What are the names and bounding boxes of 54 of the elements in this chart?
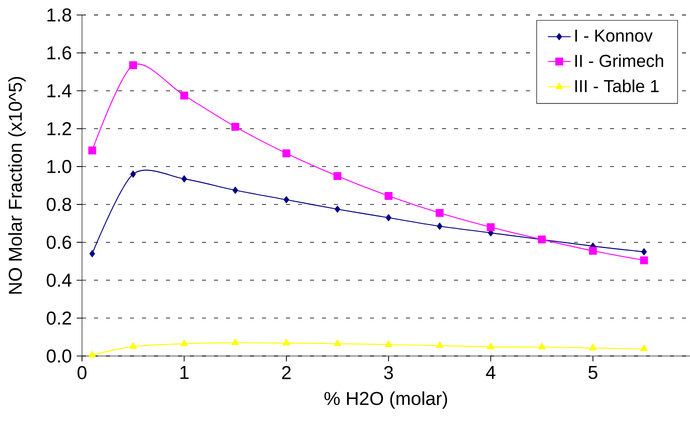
point <box>436 341 444 348</box>
point <box>180 339 188 346</box>
point <box>436 209 444 217</box>
x-tick-label: 2 <box>282 366 291 380</box>
x-tick-label: 0 <box>78 366 86 380</box>
y-tick-label: 1.2 <box>47 122 72 136</box>
x-tick-label: 1 <box>180 366 188 379</box>
point <box>88 146 96 154</box>
legend-label: III - Table 1 <box>575 80 659 92</box>
x-tick-label: 5 <box>588 366 598 380</box>
point <box>180 92 188 100</box>
point <box>640 344 648 352</box>
y-tick-label: 1.4 <box>47 84 72 98</box>
y-tick-label: 0.6 <box>46 236 72 249</box>
point <box>129 61 138 70</box>
y-tick-label: 0.8 <box>46 198 72 212</box>
point <box>89 250 95 258</box>
point <box>384 340 392 347</box>
point <box>640 256 648 264</box>
y-tick-label: 0.0 <box>46 349 72 363</box>
legend-label: II - Grimech <box>575 54 664 68</box>
y-tick-label: 0.2 <box>46 311 72 325</box>
point <box>588 246 597 255</box>
x-axis-title: % H2O (molar) <box>324 391 448 409</box>
point <box>282 338 290 346</box>
point <box>384 192 392 200</box>
point <box>486 223 495 232</box>
x-tick-label: 4 <box>486 366 496 379</box>
point <box>641 248 647 256</box>
point <box>334 172 342 180</box>
point <box>231 122 240 131</box>
x-tick-label: 3 <box>384 366 393 380</box>
point <box>129 342 137 349</box>
y-axis-title: NO Molar Fraction (x10^5) <box>8 77 26 294</box>
point <box>282 149 290 158</box>
point <box>487 342 494 350</box>
point <box>284 196 290 204</box>
point <box>232 186 238 194</box>
point <box>334 206 340 213</box>
point <box>538 342 546 350</box>
y-tick-label: 1.6 <box>47 46 72 60</box>
point <box>88 350 96 358</box>
point <box>232 338 239 346</box>
y-tick-label: 1.0 <box>47 160 72 174</box>
y-tick-label: 0.4 <box>46 274 72 287</box>
point <box>538 236 546 244</box>
point <box>334 339 342 346</box>
point <box>436 222 442 230</box>
point <box>130 170 136 178</box>
point <box>386 214 392 222</box>
point <box>589 344 597 350</box>
legend-label: I - Konnov <box>575 30 653 42</box>
point <box>181 175 187 182</box>
y-tick-label: 1.8 <box>47 8 72 22</box>
